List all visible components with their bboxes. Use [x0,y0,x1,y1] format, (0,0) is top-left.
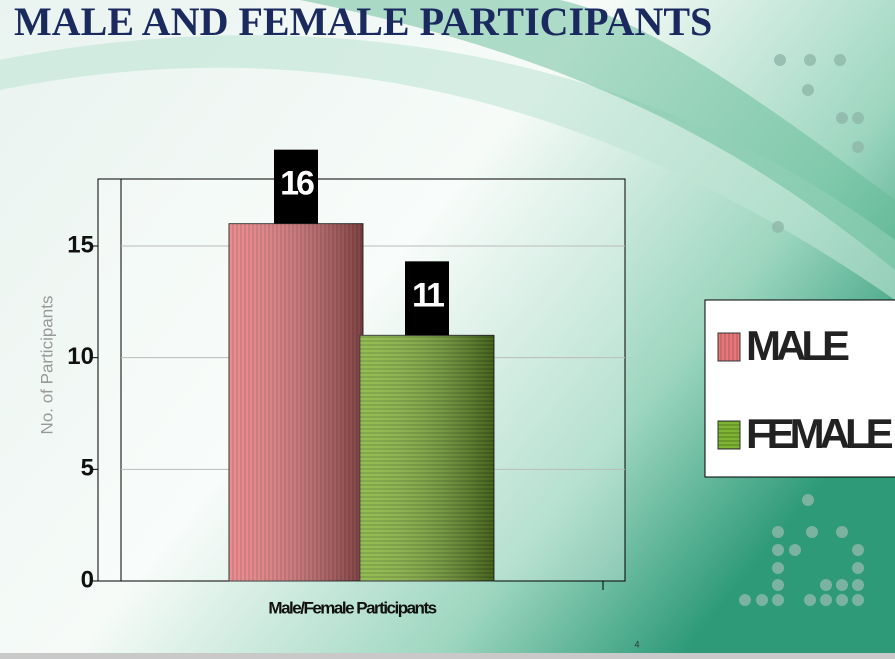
legend-label: FEMALE [746,410,893,457]
swirl [0,35,895,300]
footer-bar [0,653,895,659]
value-label: 11 [412,276,444,314]
bar-shade [229,223,363,581]
dots [739,54,864,606]
value-label-box [274,149,318,224]
x-axis-label: Male/Female Participants [268,598,436,617]
slide-title: MALE AND FEMALE PARTICIPANTS [14,0,712,44]
legend-swatch-texture [718,421,740,449]
y-tick-label: 10 [67,343,94,370]
y-tick-label: 15 [67,231,94,258]
value-label: 16 [280,165,314,203]
swirl [300,0,895,270]
legend-label: MALE [746,322,849,369]
y-axis-label: No. of Participants [37,296,56,435]
legend-swatch-texture [718,333,740,361]
bar-shade [360,335,494,581]
value-label-box [405,261,449,336]
y-tick-label: 5 [81,455,94,482]
y-tick-label: 0 [81,566,94,593]
page-number: 4 [634,639,639,649]
